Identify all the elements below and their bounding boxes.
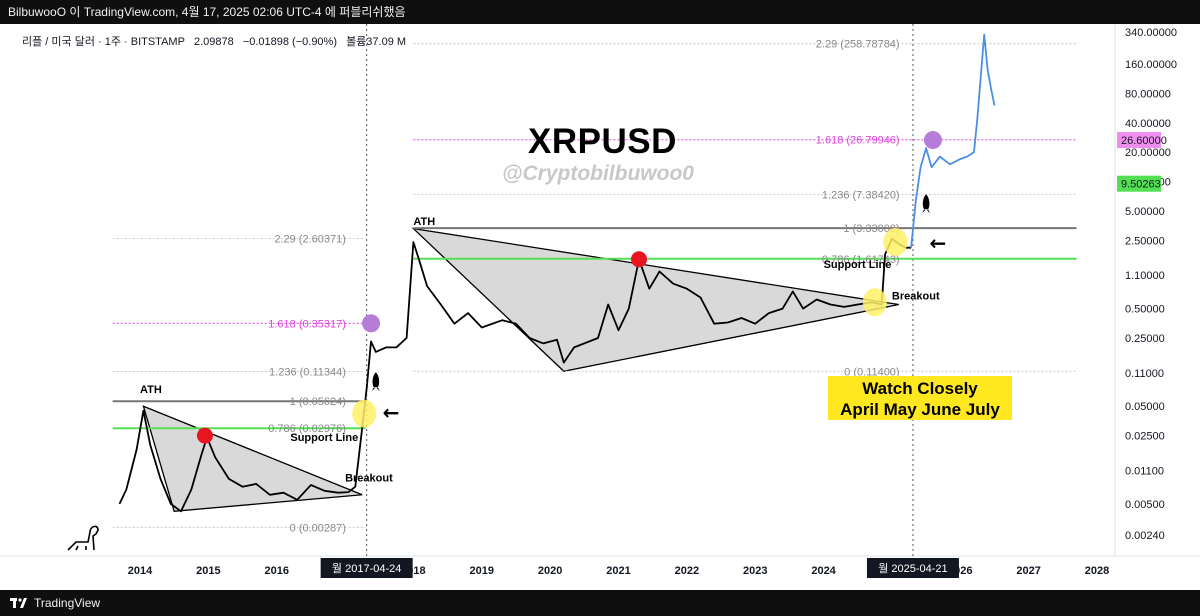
x-axis-tick-label: 2027 [1016, 565, 1040, 577]
y-axis-tick-label: 80.00000 [1125, 88, 1171, 100]
fib-level-label: 1 (0.05624) [290, 396, 346, 408]
chart-annotation: Support Line [824, 259, 892, 271]
fib-level-label: 1.618 (0.35317) [268, 318, 346, 330]
fib-level-label: 0.786 (1.61743) [822, 254, 900, 266]
footer-bar: TradingView [0, 590, 1200, 616]
price-tag-box [1117, 175, 1161, 192]
yellow-highlight-marker [862, 288, 887, 317]
fib-level-label: 1.236 (0.11344) [269, 366, 346, 378]
y-axis-tick-label: 160.00000 [1125, 59, 1177, 71]
y-axis-tick-label: 0.01100 [1125, 465, 1164, 477]
y-axis-tick-label: 0.05000 [1125, 401, 1165, 413]
purple-dot-marker [362, 314, 381, 333]
yellow-highlight-marker [883, 228, 908, 257]
fib-level-label: 0 (0.11400) [844, 366, 899, 378]
chart-annotation: ATH [140, 384, 162, 396]
red-dot-marker [631, 251, 648, 268]
publish-line: BilbuwooO 이 TradingView.com, 4월 17, 2025… [8, 5, 406, 19]
date-tag-box [866, 558, 959, 578]
x-axis-tick-label: 2021 [606, 565, 630, 577]
y-axis-tick-label: 0.02500 [1125, 431, 1165, 443]
y-axis-tick-label: 0.00240 [1125, 530, 1165, 542]
y-axis-tick-label: 340.00000 [1125, 27, 1177, 39]
y-axis-tick-label: 5.00000 [1125, 206, 1165, 218]
volume: 볼륨37.09 M [346, 36, 407, 48]
rocket-icon [371, 372, 380, 392]
fib-level-label: 1.618 (26.79946) [816, 135, 900, 147]
fib-level-label: 0.786 (0.02976) [268, 423, 346, 435]
price-change: −0.01898 (−0.90%) [242, 36, 337, 48]
x-axis-tick-label: 2020 [538, 565, 562, 577]
date-tag-label: 월 2025-04-21 [878, 562, 947, 575]
tradingview-logo-icon [10, 598, 27, 608]
y-axis-tick-label: 20.00000 [1125, 147, 1171, 159]
x-axis-tick-label: 2024 [811, 565, 836, 577]
x-axis-tick-label: 2023 [743, 565, 767, 577]
price-tag-box [1117, 132, 1161, 149]
symbol-name[interactable]: 리플 / 미국 달러 · 1주 · BITSTAMP [22, 36, 185, 48]
x-axis-tick-label: 2015 [196, 565, 220, 577]
x-axis-tick-label: 2016 [264, 565, 288, 577]
publish-header: BilbuwooO 이 TradingView.com, 4월 17, 2025… [0, 0, 1200, 24]
x-axis-tick-label: 2022 [675, 565, 699, 577]
chart-watermark-handle: @Cryptobilbuwoo0 [502, 162, 694, 185]
chart-annotation: ATH [413, 216, 435, 228]
red-dot-marker [196, 427, 213, 444]
chart-annotation: Breakout [345, 472, 393, 484]
chart-area[interactable]: 2.29 (258.78784) 1.618 (26.79946) 1.236 (7… [0, 24, 1200, 590]
symbol-info: 리플 / 미국 달러 · 1주 · BITSTAMP 2.09878 −0.01… [22, 33, 412, 49]
yellow-highlight-marker [352, 399, 377, 428]
fib-level-label: 0 (0.00287) [290, 522, 346, 534]
pattern-triangle [411, 227, 899, 372]
arrow-left-icon: ← [930, 231, 947, 255]
fib-level-label: 2.29 (258.78784) [816, 39, 900, 51]
price-tag-label: 26.60000 [1121, 135, 1167, 147]
y-axis-tick-label: 2.50000 [1125, 235, 1165, 247]
date-tag-box [320, 558, 413, 578]
projection-line [910, 33, 996, 248]
fib-level-label: 1 (3.33000) [843, 223, 899, 235]
y-axis-tick-label: 40.00000 [1125, 118, 1171, 130]
purple-dot-marker [923, 131, 942, 150]
y-axis-tick-label: 1.10000 [1125, 270, 1165, 282]
y-axis-tick-label: 0.00500 [1125, 499, 1165, 511]
x-axis-tick-label: 2028 [1085, 565, 1109, 577]
note-line-2: April May June July [840, 400, 1000, 419]
note-line-1: Watch Closely [862, 379, 978, 398]
footer-brand: TradingView [34, 596, 101, 610]
price-tag-label: 9.50263 [1121, 179, 1161, 191]
chart-annotation: Support Line [290, 432, 358, 444]
fib-level-label: 2.29 (2.60371) [274, 234, 346, 246]
last-price: 2.09878 [193, 36, 234, 48]
fib-level-label: 1.236 (7.38420) [822, 189, 900, 201]
chart-watermark-title: XRPUSD [528, 122, 677, 161]
note-box: Watch Closely April May June July [828, 376, 1012, 420]
chart-annotation: Breakout [892, 290, 940, 302]
price-line [118, 237, 912, 513]
x-axis-tick-label: 2019 [470, 565, 494, 577]
rocket-icon [922, 194, 931, 214]
arrow-left-icon: ← [383, 401, 400, 425]
y-axis-tick-label: 0.25000 [1125, 333, 1165, 345]
date-tag-label: 월 2017-04-24 [332, 562, 401, 575]
y-axis-tick-label: 0.50000 [1125, 304, 1165, 316]
dino-icon [67, 525, 99, 551]
y-axis-tick-label: 0.11000 [1125, 368, 1164, 380]
x-axis-tick-label: 2014 [128, 565, 153, 577]
